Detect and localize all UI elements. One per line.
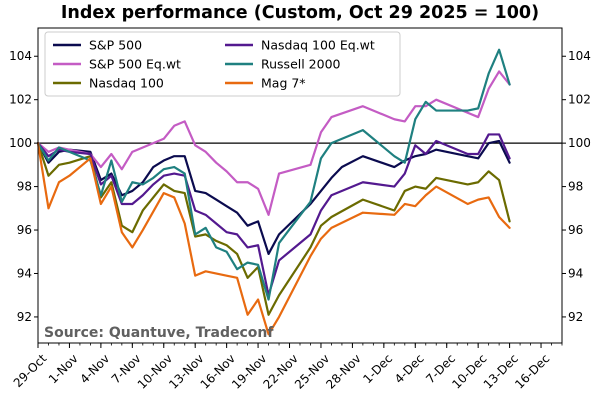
y-tick-label-left: 96 [17, 223, 32, 237]
x-tick-label: 28-Nov [323, 351, 363, 391]
x-tick-label: 1-Dec [360, 351, 395, 386]
y-tick-label-left: 92 [17, 310, 32, 324]
y-tick-label-right: 104 [568, 49, 591, 63]
legend-label-1: S&P 500 Eq.wt [89, 57, 181, 72]
y-tick-label-right: 100 [568, 136, 591, 150]
y-tick-label-left: 100 [9, 136, 32, 150]
y-tick-label-left: 102 [9, 93, 32, 107]
series-line-5 [36, 142, 511, 336]
x-tick-label: 4-Nov [77, 351, 112, 386]
legend-label-5: Mag 7* [261, 76, 306, 91]
x-tick-label: 29-Oct [11, 351, 50, 390]
series-line-3 [36, 133, 511, 297]
series-line-4 [36, 48, 511, 301]
y-tick-label-left: 94 [17, 266, 32, 280]
x-tick-label: 16-Dec [512, 351, 552, 391]
y-tick-label-right: 102 [568, 93, 591, 107]
y-tick-label-left: 98 [17, 180, 32, 194]
legend-label-3: Nasdaq 100 Eq.wt [261, 38, 375, 53]
y-tick-label-right: 92 [568, 310, 583, 324]
legend: S&P 500 S&P 500 Eq.wt Nasdaq 100 Nasdaq 100… [44, 31, 401, 97]
legend-label-2: Nasdaq 100 [89, 76, 164, 91]
legend-label-0: S&P 500 [89, 38, 142, 53]
series-line-2 [36, 142, 511, 316]
y-tick-label-right: 98 [568, 180, 583, 194]
y-tick-label-right: 96 [568, 223, 583, 237]
chart-title: Index performance (Custom, Oct 29 2025 =… [61, 3, 539, 23]
legend-box [44, 31, 401, 97]
series-layer [36, 48, 511, 336]
y-tick-label-right: 94 [568, 266, 583, 280]
series-line-0 [36, 139, 511, 256]
x-tick-label: 1-Nov [46, 351, 81, 386]
legend-label-4: Russell 2000 [261, 57, 341, 72]
series-line-1 [36, 70, 511, 216]
source-annotation: Source: Quantuve, Tradeconf [44, 325, 274, 341]
x-tick-label: 4-Dec [392, 351, 427, 386]
y-tick-label-left: 104 [9, 49, 32, 63]
